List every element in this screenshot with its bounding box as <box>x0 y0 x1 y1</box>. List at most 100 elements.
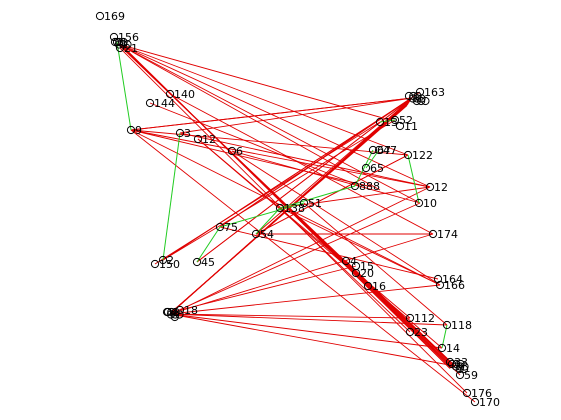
node-label: 75 <box>224 221 238 234</box>
node-n14 <box>437 343 447 353</box>
edge <box>367 285 461 376</box>
node-label: 138 <box>284 202 305 215</box>
node-label: 170 <box>479 396 500 409</box>
node-label: 176 <box>471 387 492 400</box>
node-label: 2 <box>167 254 174 267</box>
cluster-node <box>417 96 426 106</box>
node-label: 13 <box>384 116 398 129</box>
node-label: 45 <box>201 256 215 269</box>
cluster-node <box>421 96 430 106</box>
node-label: 14 <box>446 342 460 355</box>
node-label: 16 <box>372 280 386 293</box>
edge-green <box>279 185 356 209</box>
edge <box>130 129 431 188</box>
node-n174 <box>428 229 438 239</box>
cluster-node <box>455 364 464 374</box>
node-n164 <box>433 274 443 284</box>
edge-green <box>407 154 420 204</box>
node-n170 <box>470 397 480 407</box>
cluster-node <box>170 312 179 322</box>
edge <box>231 150 441 286</box>
node-label: 3 <box>184 127 191 140</box>
edge-green <box>379 119 396 123</box>
node-n169 <box>95 11 105 21</box>
node-label: 20 <box>360 267 374 280</box>
edge <box>117 43 409 156</box>
node-n13 <box>375 117 385 127</box>
node-n23 <box>405 327 415 337</box>
node-n51 <box>299 198 309 208</box>
node-label: 140 <box>174 88 195 101</box>
node-label: 144 <box>154 97 175 110</box>
edge-green <box>162 132 181 261</box>
cluster-node <box>114 40 124 49</box>
node-label: 150 <box>159 258 180 271</box>
node-n166 <box>435 280 445 290</box>
node-label: 122 <box>412 149 433 162</box>
node-n16 <box>363 281 373 291</box>
edge <box>117 43 431 188</box>
edge <box>179 132 431 188</box>
edge <box>130 129 373 188</box>
node-label: 12 <box>434 181 448 194</box>
node-label: 51 <box>308 197 322 210</box>
edge <box>117 43 391 121</box>
node-n45 <box>192 257 202 267</box>
cluster-node <box>412 96 421 106</box>
node-n59 <box>455 370 465 380</box>
node-label: 10 <box>423 197 437 210</box>
edge-green <box>255 207 281 235</box>
edge <box>149 102 361 187</box>
node-label: 59 <box>464 369 478 382</box>
node-label: 15 <box>360 260 374 273</box>
node-n54 <box>251 229 261 239</box>
node-label: 11 <box>404 120 418 133</box>
node-label: 21 <box>124 42 138 55</box>
edge <box>255 154 409 235</box>
edge-layer <box>116 41 476 403</box>
node-label: 12 <box>202 133 216 146</box>
edge <box>179 265 357 311</box>
node-label: 6 <box>236 145 243 158</box>
edge <box>169 233 434 315</box>
edge <box>231 150 421 204</box>
node-n11 <box>395 121 405 131</box>
edge <box>162 97 413 261</box>
node-label: 163 <box>424 86 445 99</box>
edge <box>169 284 441 315</box>
edge <box>169 313 443 349</box>
edge <box>179 186 431 311</box>
node-label: 1 <box>172 306 179 319</box>
node-n10 <box>414 198 424 208</box>
node-n112 <box>405 313 415 323</box>
edge <box>179 97 413 134</box>
node-n118 <box>442 320 452 330</box>
edge <box>196 97 413 263</box>
node-n9 <box>126 125 136 135</box>
node-label: 47 <box>383 144 397 157</box>
edge <box>197 138 443 349</box>
node-n888 <box>350 181 360 191</box>
edge <box>219 226 439 280</box>
node-nBL2 <box>175 305 185 315</box>
node-n4 <box>341 256 351 266</box>
node-n144 <box>145 98 155 108</box>
node-n75 <box>215 222 225 232</box>
node-label: 65 <box>370 162 384 175</box>
edge <box>345 260 456 367</box>
edge <box>130 129 476 403</box>
node-n138 <box>275 203 285 213</box>
node-label: 54 <box>260 228 274 241</box>
edge <box>117 43 421 204</box>
edge-green <box>219 202 305 228</box>
node-label: 112 <box>414 312 435 325</box>
node-n6 <box>227 146 237 156</box>
edge <box>162 119 396 261</box>
node-n176 <box>462 388 472 398</box>
edge-green <box>116 41 132 131</box>
node-label: 166 <box>444 279 465 292</box>
edge <box>169 313 456 367</box>
